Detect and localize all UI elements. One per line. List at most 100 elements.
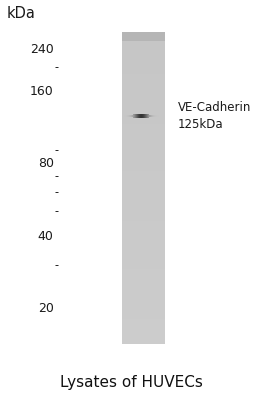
Bar — [122, 55, 165, 57]
Bar — [122, 138, 165, 140]
Bar — [122, 232, 165, 234]
Bar — [122, 140, 165, 142]
Bar — [122, 94, 165, 96]
Bar — [122, 236, 165, 238]
Bar — [122, 96, 165, 98]
Bar — [122, 198, 165, 200]
Bar — [122, 325, 165, 327]
Bar — [122, 171, 165, 174]
Bar — [122, 234, 165, 236]
Bar — [122, 174, 165, 176]
Bar — [122, 63, 165, 65]
Bar — [122, 315, 165, 317]
Bar — [122, 132, 165, 134]
Bar — [122, 238, 165, 240]
Bar — [122, 40, 165, 42]
Bar — [122, 265, 165, 267]
Bar — [122, 70, 165, 72]
Bar — [122, 302, 165, 304]
Bar — [122, 153, 165, 155]
Bar — [122, 271, 165, 273]
Bar — [122, 163, 165, 165]
Bar — [122, 44, 165, 46]
Bar — [122, 244, 165, 246]
Bar — [122, 202, 165, 205]
Bar — [122, 130, 165, 132]
Bar — [122, 259, 165, 261]
Bar — [122, 342, 165, 344]
Bar — [122, 313, 165, 315]
Bar — [122, 230, 165, 232]
Bar — [122, 65, 165, 67]
Bar — [122, 223, 165, 226]
Bar — [122, 192, 165, 194]
Bar — [122, 72, 165, 74]
Bar — [122, 86, 165, 88]
Bar — [122, 296, 165, 298]
Text: Lysates of HUVECs: Lysates of HUVECs — [60, 375, 203, 390]
Bar — [122, 78, 165, 80]
Bar — [122, 122, 165, 124]
Bar — [122, 321, 165, 323]
Bar — [122, 32, 165, 34]
Bar — [122, 34, 165, 36]
Bar — [122, 150, 165, 153]
Bar — [122, 88, 165, 90]
Bar — [122, 215, 165, 217]
Bar — [122, 217, 165, 219]
Bar — [122, 49, 165, 51]
Bar — [122, 338, 165, 340]
Bar — [122, 336, 165, 338]
Bar — [122, 294, 165, 296]
Bar — [122, 288, 165, 290]
Bar — [122, 119, 165, 122]
Bar — [122, 340, 165, 342]
Bar — [122, 261, 165, 263]
Bar — [122, 300, 165, 302]
Bar — [122, 298, 165, 300]
Bar — [122, 117, 165, 119]
Bar — [122, 219, 165, 221]
Bar — [122, 186, 165, 188]
Bar — [122, 80, 165, 82]
Bar — [122, 226, 165, 228]
Bar — [122, 213, 165, 215]
Bar — [122, 155, 165, 157]
Bar — [122, 113, 165, 115]
Bar — [122, 284, 165, 286]
Bar — [122, 165, 165, 167]
Bar — [122, 105, 165, 107]
Bar — [122, 169, 165, 171]
Bar — [122, 209, 165, 211]
Bar — [122, 115, 165, 117]
Bar — [122, 101, 165, 103]
Bar — [122, 252, 165, 254]
Bar — [122, 46, 165, 49]
Bar — [122, 248, 165, 250]
Text: kDa: kDa — [6, 6, 35, 21]
Bar — [122, 242, 165, 244]
Bar — [122, 269, 165, 271]
Bar — [122, 290, 165, 292]
Bar — [122, 42, 165, 44]
Bar — [122, 128, 165, 130]
Bar — [122, 334, 165, 336]
Bar — [122, 292, 165, 294]
Bar — [122, 148, 165, 150]
Bar — [122, 254, 165, 257]
Bar — [122, 76, 165, 78]
Bar — [122, 142, 165, 144]
Bar — [122, 67, 165, 70]
Bar — [122, 159, 165, 161]
Bar — [122, 263, 165, 265]
Bar — [122, 330, 165, 332]
Bar — [122, 311, 165, 313]
Bar — [122, 90, 165, 92]
Bar — [122, 146, 165, 148]
Bar — [122, 319, 165, 321]
Bar — [122, 109, 165, 111]
Bar — [122, 59, 165, 61]
Bar — [122, 51, 165, 53]
Bar — [122, 53, 165, 55]
Bar — [122, 267, 165, 269]
